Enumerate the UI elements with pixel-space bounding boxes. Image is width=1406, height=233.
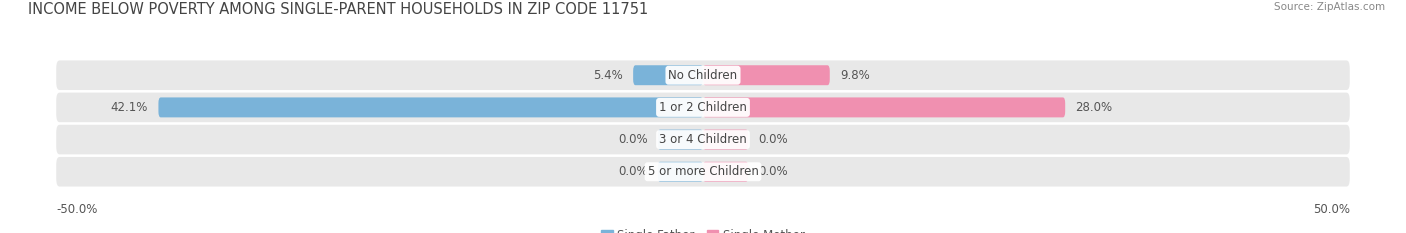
Text: INCOME BELOW POVERTY AMONG SINGLE-PARENT HOUSEHOLDS IN ZIP CODE 11751: INCOME BELOW POVERTY AMONG SINGLE-PARENT… [28,2,648,17]
Text: 0.0%: 0.0% [617,133,647,146]
Text: 0.0%: 0.0% [617,165,647,178]
Text: Source: ZipAtlas.com: Source: ZipAtlas.com [1274,2,1385,12]
FancyBboxPatch shape [703,130,748,150]
Text: 5 or more Children: 5 or more Children [648,165,758,178]
FancyBboxPatch shape [703,162,748,182]
Text: 0.0%: 0.0% [759,133,789,146]
FancyBboxPatch shape [56,157,1350,187]
FancyBboxPatch shape [159,97,703,117]
Text: -50.0%: -50.0% [56,203,97,216]
Text: 0.0%: 0.0% [759,165,789,178]
Legend: Single Father, Single Mother: Single Father, Single Mother [600,229,806,233]
FancyBboxPatch shape [56,125,1350,154]
Text: 42.1%: 42.1% [111,101,148,114]
Text: 5.4%: 5.4% [593,69,623,82]
FancyBboxPatch shape [703,97,1066,117]
FancyBboxPatch shape [658,162,703,182]
Text: 50.0%: 50.0% [1313,203,1350,216]
Text: 1 or 2 Children: 1 or 2 Children [659,101,747,114]
FancyBboxPatch shape [658,130,703,150]
Text: No Children: No Children [668,69,738,82]
FancyBboxPatch shape [56,60,1350,90]
Text: 3 or 4 Children: 3 or 4 Children [659,133,747,146]
Text: 9.8%: 9.8% [841,69,870,82]
FancyBboxPatch shape [703,65,830,85]
Text: 28.0%: 28.0% [1076,101,1112,114]
FancyBboxPatch shape [633,65,703,85]
FancyBboxPatch shape [56,93,1350,122]
